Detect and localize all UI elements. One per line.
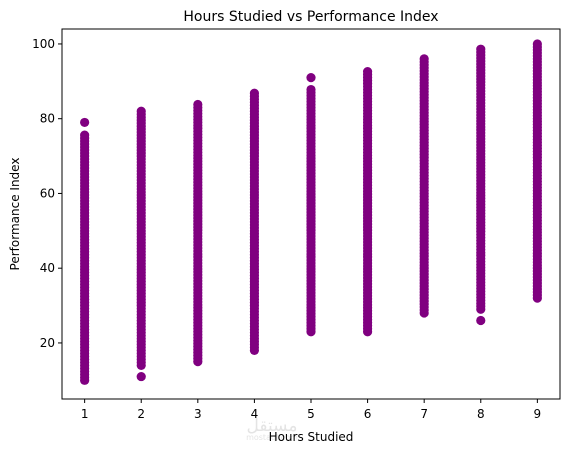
- x-tick-label: 9: [534, 407, 542, 421]
- data-point: [193, 99, 203, 110]
- x-tick-label: 4: [251, 407, 259, 421]
- data-point: [306, 84, 316, 95]
- y-tick-label: 60: [40, 186, 55, 200]
- x-tick-label: 7: [420, 407, 428, 421]
- data-point: [80, 117, 90, 128]
- y-axis-label: Performance Index: [8, 158, 22, 271]
- y-axis-ticks: 20 40 60 80 100: [32, 37, 62, 350]
- data-point: [136, 371, 146, 382]
- data-point: [249, 88, 260, 98]
- data-point: [80, 130, 90, 140]
- x-tick-label: 1: [81, 407, 89, 421]
- watermark-latin: mostaql.com: [246, 433, 298, 442]
- x-tick-label: 8: [477, 407, 485, 421]
- y-tick-label: 20: [40, 336, 55, 350]
- data-point: [362, 67, 373, 77]
- x-axis-ticks: 1 2 3 4 5 6 7 8 9: [81, 399, 541, 421]
- data-point: [532, 39, 542, 49]
- data-point: [306, 72, 316, 83]
- y-tick-label: 100: [32, 37, 55, 51]
- x-tick-label: 2: [137, 407, 145, 421]
- y-tick-label: 80: [40, 112, 55, 126]
- x-tick-label: 6: [364, 407, 372, 421]
- data-point: [476, 315, 486, 326]
- x-tick-label: 3: [194, 407, 202, 421]
- data-points: [80, 39, 542, 385]
- chart-title: Hours Studied vs Performance Index: [183, 9, 438, 25]
- data-point: [476, 44, 486, 54]
- data-point: [136, 106, 146, 116]
- y-tick-label: 40: [40, 261, 55, 275]
- watermark-arabic: مستقل: [247, 416, 298, 436]
- x-tick-label: 5: [307, 407, 315, 421]
- data-point: [419, 54, 429, 64]
- watermark: مستقل mostaql.com: [246, 416, 298, 442]
- x-axis-label: Hours Studied: [269, 430, 354, 444]
